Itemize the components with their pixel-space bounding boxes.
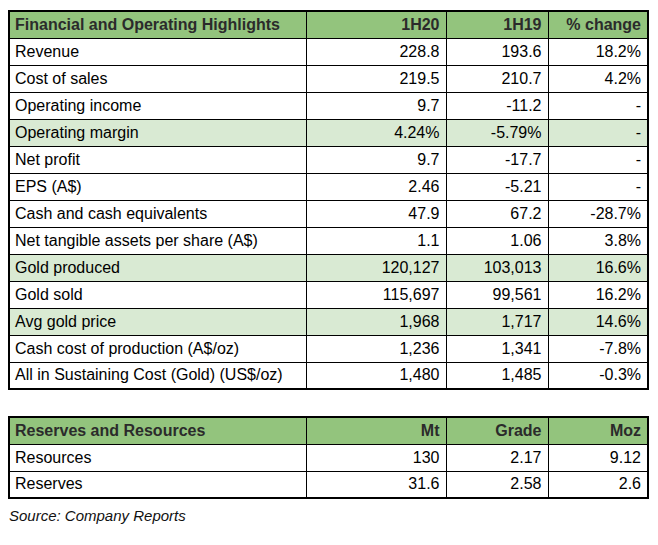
source-note: Source: Company Reports (9, 507, 658, 524)
value-1h19: -5.21 (446, 173, 548, 200)
value-1h20: 228.8 (306, 38, 446, 65)
header-grade-cell: Grade (446, 417, 548, 444)
row-label: Cash cost of production (A$/oz) (9, 335, 306, 362)
value-1h20: 9.7 (306, 146, 446, 173)
row-label: Cost of sales (9, 65, 306, 92)
value-pct-change: - (548, 92, 648, 119)
row-label: Net tangible assets per share (A$) (9, 227, 306, 254)
value-1h20: 115,697 (306, 281, 446, 308)
value-pct-change: - (548, 119, 648, 146)
table-row: Net profit 9.7 -17.7 - (9, 146, 648, 173)
table-header-row: Financial and Operating Highlights 1H20 … (9, 11, 648, 38)
value-pct-change: -28.7% (548, 200, 648, 227)
row-label: Operating margin (9, 119, 306, 146)
value-1h20: 4.24% (306, 119, 446, 146)
value-1h20: 1,236 (306, 335, 446, 362)
row-label: Revenue (9, 38, 306, 65)
page: Financial and Operating Highlights 1H20 … (0, 0, 658, 524)
header-title-cell: Reserves and Resources (9, 417, 306, 444)
value-pct-change: - (548, 146, 648, 173)
table-row: Cost of sales 219.5 210.7 4.2% (9, 65, 648, 92)
table-row-highlighted: Avg gold price 1,968 1,717 14.6% (9, 308, 648, 335)
value-mt: 130 (306, 444, 446, 471)
value-1h19: 193.6 (446, 38, 548, 65)
table-row-highlighted: Operating margin 4.24% -5.79% - (9, 119, 648, 146)
header-1h19-cell: 1H19 (446, 11, 548, 38)
value-1h19: 210.7 (446, 65, 548, 92)
financial-highlights-table: Financial and Operating Highlights 1H20 … (8, 10, 649, 390)
table-row-highlighted: Gold produced 120,127 103,013 16.6% (9, 254, 648, 281)
value-1h19: 1.06 (446, 227, 548, 254)
header-title-cell: Financial and Operating Highlights (9, 11, 306, 38)
value-1h19: 67.2 (446, 200, 548, 227)
value-1h19: -5.79% (446, 119, 548, 146)
row-label: Cash and cash equivalents (9, 200, 306, 227)
value-1h19: -17.7 (446, 146, 548, 173)
value-pct-change: 4.2% (548, 65, 648, 92)
value-pct-change: -0.3% (548, 362, 648, 389)
header-moz-cell: Moz (548, 417, 648, 444)
value-1h19: 99,561 (446, 281, 548, 308)
row-label: Operating income (9, 92, 306, 119)
value-pct-change: 16.2% (548, 281, 648, 308)
row-label: Gold sold (9, 281, 306, 308)
value-1h20: 219.5 (306, 65, 446, 92)
value-moz: 2.6 (548, 471, 648, 498)
value-grade: 2.17 (446, 444, 548, 471)
value-mt: 31.6 (306, 471, 446, 498)
table-row: Net tangible assets per share (A$) 1.1 1… (9, 227, 648, 254)
value-pct-change: 14.6% (548, 308, 648, 335)
table-row: Reserves 31.6 2.58 2.6 (9, 471, 648, 498)
value-pct-change: - (548, 173, 648, 200)
value-1h20: 9.7 (306, 92, 446, 119)
value-1h20: 1,968 (306, 308, 446, 335)
table-row: All in Sustaining Cost (Gold) (US$/oz) 1… (9, 362, 648, 389)
value-1h20: 120,127 (306, 254, 446, 281)
header-pct-change-cell: % change (548, 11, 648, 38)
row-label: Reserves (9, 471, 306, 498)
table-row: Revenue 228.8 193.6 18.2% (9, 38, 648, 65)
row-label: Gold produced (9, 254, 306, 281)
table-row: Gold sold 115,697 99,561 16.2% (9, 281, 648, 308)
reserves-resources-table: Reserves and Resources Mt Grade Moz Reso… (8, 416, 649, 499)
table-row: Cash cost of production (A$/oz) 1,236 1,… (9, 335, 648, 362)
value-1h20: 1,480 (306, 362, 446, 389)
row-label: EPS (A$) (9, 173, 306, 200)
value-1h20: 1.1 (306, 227, 446, 254)
value-1h19: 1,341 (446, 335, 548, 362)
value-1h19: -11.2 (446, 92, 548, 119)
value-moz: 9.12 (548, 444, 648, 471)
table-header-row: Reserves and Resources Mt Grade Moz (9, 417, 648, 444)
row-label: All in Sustaining Cost (Gold) (US$/oz) (9, 362, 306, 389)
value-1h19: 103,013 (446, 254, 548, 281)
header-1h20-cell: 1H20 (306, 11, 446, 38)
table-row: Cash and cash equivalents 47.9 67.2 -28.… (9, 200, 648, 227)
value-1h20: 47.9 (306, 200, 446, 227)
value-1h19: 1,717 (446, 308, 548, 335)
row-label: Avg gold price (9, 308, 306, 335)
header-mt-cell: Mt (306, 417, 446, 444)
table-row: EPS (A$) 2.46 -5.21 - (9, 173, 648, 200)
value-pct-change: -7.8% (548, 335, 648, 362)
row-label: Resources (9, 444, 306, 471)
row-label: Net profit (9, 146, 306, 173)
tables-spacer (8, 390, 658, 416)
value-1h20: 2.46 (306, 173, 446, 200)
table-row: Operating income 9.7 -11.2 - (9, 92, 648, 119)
value-pct-change: 16.6% (548, 254, 648, 281)
value-grade: 2.58 (446, 471, 548, 498)
table-row: Resources 130 2.17 9.12 (9, 444, 648, 471)
value-pct-change: 18.2% (548, 38, 648, 65)
value-pct-change: 3.8% (548, 227, 648, 254)
value-1h19: 1,485 (446, 362, 548, 389)
